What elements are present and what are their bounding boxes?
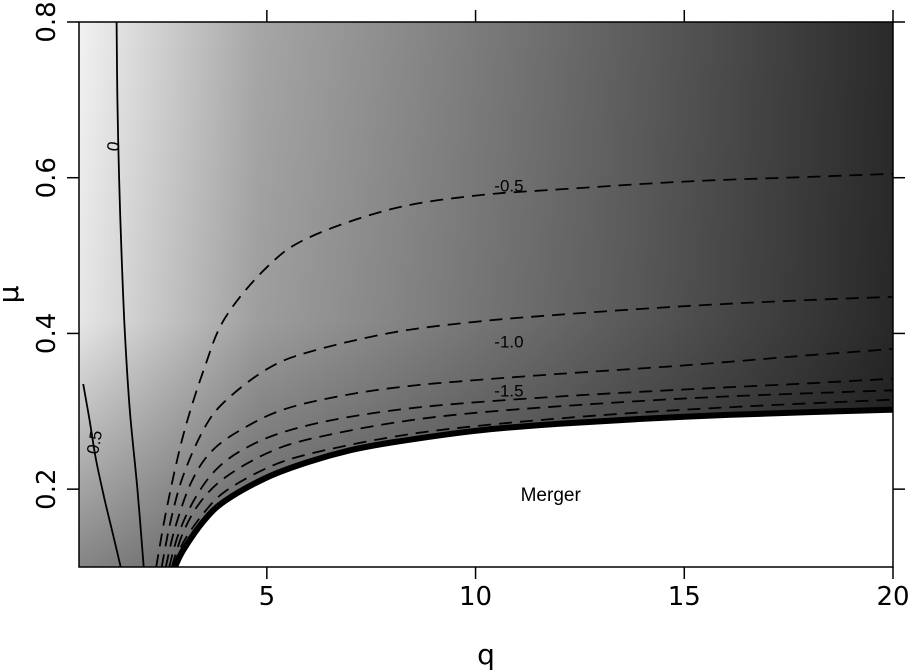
contour-labels: 0.5 0 -0.5 -1.0 -1.5: [83, 140, 523, 455]
y-axis-title: μ: [0, 285, 25, 303]
x-tick-label: 15: [668, 582, 701, 612]
contour-line: [160, 295, 893, 567]
x-tick-label: 10: [459, 582, 492, 612]
contour-label: 0: [103, 140, 123, 153]
contour-line: [155, 172, 893, 567]
x-tick-label: 20: [876, 582, 909, 612]
contour-line: [115, 22, 145, 567]
y-tick-label: 0.4: [32, 313, 62, 354]
plot-area: [79, 22, 893, 567]
plot-frame: [78, 21, 894, 568]
y-tick-label: 0.2: [32, 468, 62, 509]
contour-label: -1.0: [494, 332, 523, 351]
contour-line: [168, 377, 893, 567]
axes: 5 10 15 20 0.2 0.4 0.6 0.8: [32, 1, 910, 612]
contour-line: [170, 389, 893, 567]
y-tick-label: 0.8: [32, 1, 62, 42]
contour-label: -1.5: [494, 381, 523, 400]
merger-region: [175, 409, 893, 567]
contour-line: [164, 348, 893, 567]
contour-line: [82, 383, 122, 567]
x-tick-label: 5: [259, 582, 276, 612]
contour-label: 0.5: [83, 429, 106, 456]
contour-lines: [82, 22, 893, 567]
merger-region-label: Merger: [521, 485, 582, 506]
contour-line: [172, 398, 893, 567]
contour-label: -0.5: [494, 177, 523, 196]
merger-boundary-line: [172, 406, 893, 567]
x-axis-title: q: [477, 638, 495, 670]
y-tick-label: 0.6: [32, 157, 62, 198]
